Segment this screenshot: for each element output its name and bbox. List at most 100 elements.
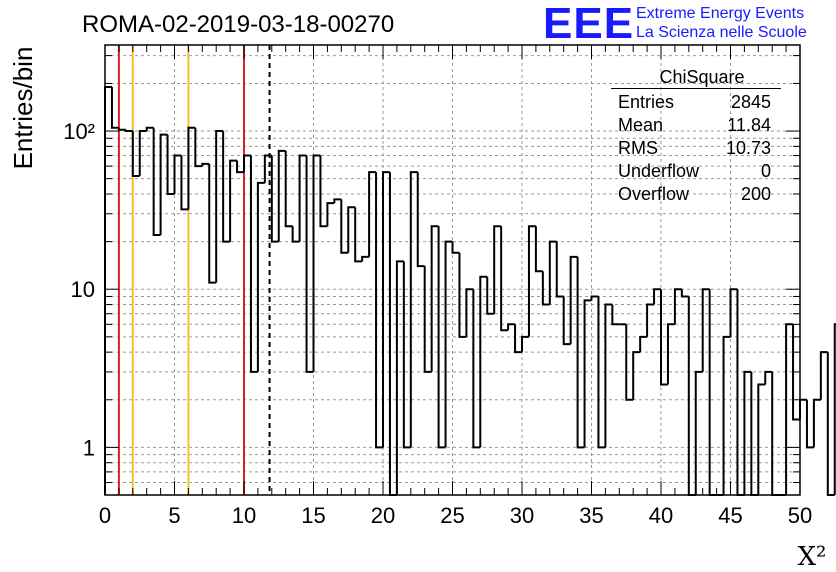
histogram-bin: [270, 155, 279, 243]
histogram-bin: [694, 370, 703, 495]
histogram-bin: [493, 225, 502, 314]
histogram-bin: [284, 150, 293, 228]
histogram-bin: [208, 163, 217, 284]
stats-row-entries: Entries 2845: [611, 91, 781, 114]
histogram-bin: [319, 155, 328, 228]
histogram-bin: [354, 207, 363, 263]
histogram-bin: [583, 299, 592, 448]
histogram-bin: [639, 335, 648, 353]
histogram-bin: [687, 296, 696, 496]
chart-title: ROMA-02-2019-03-18-00270: [82, 11, 395, 38]
histogram-bin: [423, 266, 432, 373]
x-tick-label: 40: [649, 503, 673, 528]
histogram-bin: [792, 324, 800, 421]
x-tick-label: 0: [99, 503, 111, 528]
x-tick-label: 5: [168, 503, 180, 528]
histogram-bin: [666, 323, 675, 385]
histogram-bin: [333, 198, 342, 204]
histogram-bin: [625, 324, 634, 401]
x-tick-label: 30: [510, 503, 534, 528]
stats-value: 0: [760, 161, 771, 181]
x-tick-label: 45: [718, 503, 742, 528]
x-tick-label: 10: [232, 503, 256, 528]
histogram-bin: [555, 241, 564, 298]
histogram-bin: [673, 288, 682, 325]
histogram-bin: [548, 240, 557, 305]
histogram-bin: [472, 289, 481, 449]
x-tick-label: 20: [371, 503, 395, 528]
histogram-bin: [131, 131, 140, 177]
histogram-bin: [256, 181, 265, 372]
histogram-bin: [145, 126, 154, 132]
stats-label: Overflow: [618, 184, 690, 204]
histogram-bin: [152, 127, 161, 237]
histogram-bin: [444, 240, 453, 448]
histogram-bin: [388, 172, 397, 496]
stats-value: 2845: [730, 92, 771, 112]
histogram-bin: [229, 159, 238, 242]
histogram-bin: [521, 335, 529, 353]
histogram-bin: [541, 271, 550, 306]
histogram-bin: [736, 289, 745, 496]
stats-label: Entries: [618, 92, 675, 112]
histogram-bin: [215, 130, 224, 283]
stats-label: Underflow: [618, 161, 700, 181]
y-tick-label: 10: [71, 277, 95, 302]
histogram-bin: [361, 255, 370, 262]
histogram-bin: [785, 323, 794, 495]
stats-row-underflow: Underflow 0: [611, 160, 781, 183]
histogram-bin: [514, 324, 522, 354]
histogram-bin: [173, 154, 182, 194]
stats-label: Mean: [618, 115, 664, 135]
stats-label: RMS: [618, 138, 658, 158]
histogram-bin: [660, 289, 668, 386]
histogram-bin: [833, 323, 836, 495]
histogram-bin: [805, 399, 814, 449]
stats-box: ChiSquare Entries 2845 Mean 11.84 RMS 10…: [611, 66, 781, 206]
histogram-bin: [263, 154, 272, 183]
histogram-bin: [437, 226, 446, 449]
x-tick-label: 35: [579, 503, 603, 528]
histogram-bin: [680, 289, 689, 298]
histogram-bin: [222, 131, 231, 243]
histogram-bin: [236, 160, 244, 174]
histogram-bin: [249, 155, 258, 373]
histogram-bin: [382, 171, 390, 448]
histogram-bin: [771, 371, 780, 496]
histogram-bin: [187, 126, 196, 210]
reference-lines: [117, 45, 271, 495]
histogram-bin: [486, 276, 495, 315]
histogram-bin: [799, 398, 807, 420]
histogram-bin: [340, 199, 349, 254]
histogram-bin: [430, 225, 439, 372]
histogram-bin: [110, 86, 119, 129]
histogram-bin: [750, 371, 759, 496]
histogram-bin: [298, 154, 307, 242]
histogram-bin: [507, 323, 516, 331]
stats-row-rms: RMS 10.73: [611, 137, 781, 160]
histogram-bin: [458, 252, 467, 338]
histogram-bin: [326, 202, 335, 227]
histogram-bin: [166, 134, 175, 195]
histogram-bin: [590, 295, 599, 301]
axis-ticks: 0 5 10 15 20 25 30 35 40 45 50 1 10 10²: [63, 45, 812, 528]
histogram-bin: [402, 261, 411, 449]
stats-value: 11.84: [727, 115, 771, 135]
histogram-bin: [569, 255, 578, 345]
histogram-bin: [312, 154, 321, 372]
histogram-bin: [465, 288, 474, 337]
stats-value: 10.73: [725, 138, 771, 158]
histogram-bin: [138, 130, 147, 176]
histogram-bin: [479, 275, 488, 448]
histogram-bin: [701, 288, 710, 372]
histogram-bin: [305, 155, 314, 373]
histogram-bin: [117, 127, 126, 131]
stats-title: ChiSquare: [611, 66, 781, 89]
histogram-bin: [347, 206, 356, 253]
histogram-bin: [743, 370, 752, 495]
histogram-bin: [500, 226, 509, 332]
eee-logo: EEE: [543, 0, 635, 48]
histogram-bin: [451, 241, 460, 254]
x-tick-label: 15: [301, 503, 325, 528]
histogram-bin: [597, 296, 606, 449]
